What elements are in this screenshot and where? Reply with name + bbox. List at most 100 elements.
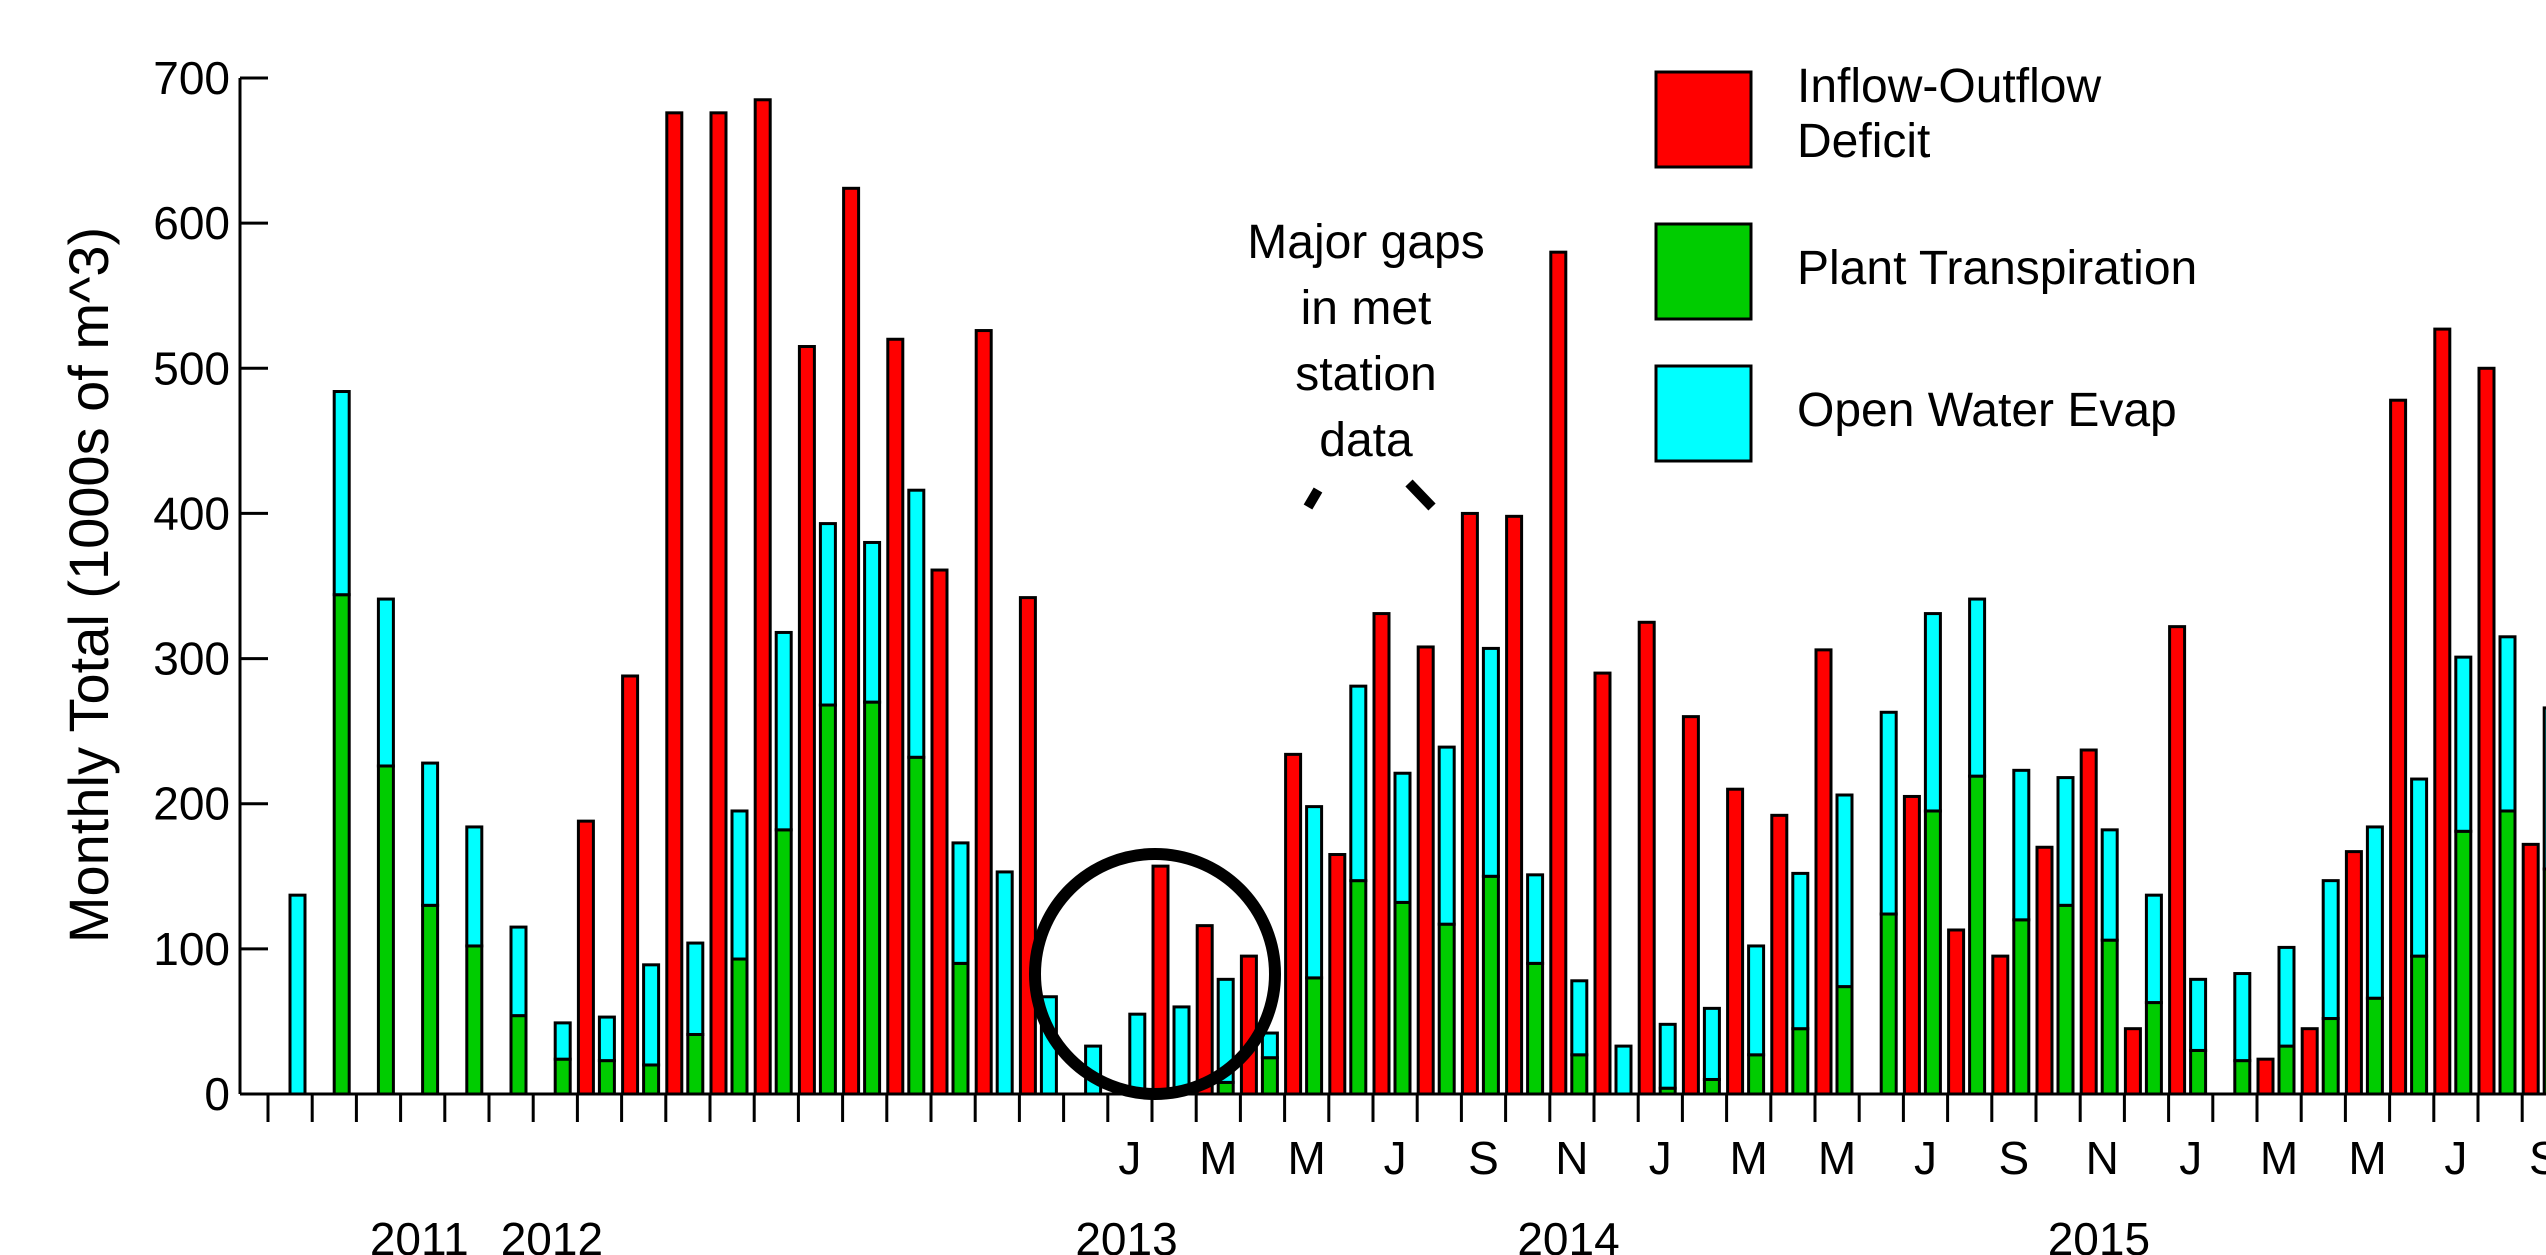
bar-deficit [1195,924,1214,1096]
bar-evap [1349,684,1368,883]
bar-deficit [842,186,861,1096]
legend-swatch [1654,222,1753,321]
x-month-label: M [2260,1132,2298,1184]
annotation-text: station [1295,348,1436,401]
x-month-label: N [1555,1132,1588,1184]
bar-deficit [1726,787,1745,1096]
bar-deficit [1637,620,1656,1096]
bar-transpiration [951,961,970,1096]
bar-evap [509,925,528,1018]
bar-evap [2144,893,2163,1005]
x-month-label: M [1199,1132,1237,1184]
bar-evap [1216,977,1235,1084]
bar-evap [907,488,926,759]
bar-deficit [576,819,595,1096]
x-year-label: 2012 [501,1213,603,1255]
bar-deficit [1593,671,1612,1096]
bar-evap [951,841,970,965]
x-year-label: 2013 [1075,1213,1177,1255]
legend-label: Plant Transpiration [1797,242,2197,295]
bar-deficit [1814,648,1833,1096]
y-tick-label: 500 [153,342,230,394]
bar-transpiration [597,1059,616,1096]
bar-evap [465,825,484,948]
bar-transpiration [553,1057,572,1096]
bar-deficit [2521,842,2540,1096]
bar-transpiration [1349,879,1368,1096]
bar-evap [1923,612,1942,813]
bar-evap [1305,805,1324,980]
annotation-text: Major gaps [1247,216,1484,269]
bar-evap [1658,1022,1677,1090]
bar-deficit [1902,794,1921,1096]
bar-deficit [1947,928,1966,1096]
bar-evap [995,870,1014,1096]
x-month-label: S [1999,1132,2030,1184]
bar-transpiration [421,903,440,1096]
bar-transpiration [1835,985,1854,1096]
bar-deficit [621,674,640,1096]
bar-deficit [1328,853,1347,1096]
bar-evap [2189,977,2208,1052]
bar-deficit [1681,715,1700,1096]
annotation-arrow [1303,487,1323,510]
bar-evap [1172,1005,1191,1092]
bar-evap [1835,793,1854,989]
bar-evap [1968,597,1987,778]
x-month-label: N [2086,1132,2119,1184]
bar-evap [1526,873,1545,965]
bar-transpiration [2542,867,2546,1096]
bar-deficit [1284,752,1303,1096]
bar-deficit [1416,645,1435,1096]
x-year-label: 2011 [370,1213,469,1255]
y-tick-label: 0 [204,1068,230,1120]
y-tick-label: 400 [153,487,230,539]
bar-deficit [2035,845,2054,1096]
x-month-label: J [1914,1132,1937,1184]
bar-deficit [1018,596,1037,1096]
bar-evap [2410,777,2429,958]
bar-deficit [1770,813,1789,1096]
bar-transpiration [1879,912,1898,1096]
bar-transpiration [907,755,926,1096]
bar-evap [2056,776,2075,907]
bar-deficit [2433,327,2452,1096]
bar-transpiration [818,703,837,1096]
bar-deficit [1991,954,2010,1096]
bar-evap [1128,1012,1147,1096]
bar-transpiration [2012,918,2031,1096]
bar-deficit [2300,1027,2319,1096]
bar-deficit [665,111,684,1096]
bar-deficit [1549,250,1568,1096]
bar-evap [1702,1006,1721,1081]
bar-deficit [974,329,993,1096]
bar-evap [863,540,882,704]
x-year-label: 2015 [2048,1213,2150,1255]
legend-label: Deficit [1797,115,1930,168]
bar-transpiration [332,593,351,1096]
bar-deficit [709,111,728,1096]
y-axis: 0 100 200 300 400 500 600 700 [153,52,268,1120]
bar-evap [2365,825,2384,1000]
bar-transpiration [1437,922,1456,1096]
annotation: Major gaps in met station data [1247,216,1485,511]
bar-evap [288,893,307,1096]
bar-transpiration [1968,774,1987,1096]
bar-evap [818,522,837,707]
bar-evap [553,1021,572,1061]
x-month-label: J [1118,1132,1141,1184]
annotation-arrow [1405,479,1436,511]
bar-deficit [797,345,816,1096]
y-tick-label: 700 [153,52,230,104]
x-month-label: J [1649,1132,1672,1184]
bar-evap [332,390,351,597]
bar-evap [1437,745,1456,926]
legend-swatch [1654,364,1753,463]
bar-deficit [2123,1027,2142,1096]
bar-transpiration [2189,1048,2208,1096]
bar-evap [1481,646,1500,878]
x-month-label: S [1468,1132,1499,1184]
bar-transpiration [509,1014,528,1096]
